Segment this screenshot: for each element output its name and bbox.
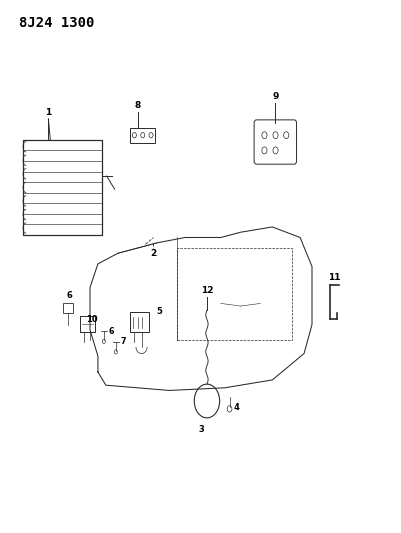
Bar (129, 312, 148, 333)
Text: 3: 3 (198, 425, 203, 434)
Text: 10: 10 (86, 315, 97, 324)
Text: 7: 7 (120, 337, 126, 346)
Text: 8J24 1300: 8J24 1300 (18, 16, 94, 30)
Text: 6: 6 (108, 327, 113, 336)
Text: 12: 12 (200, 286, 213, 295)
Text: 1: 1 (45, 108, 51, 117)
Text: 5: 5 (156, 307, 162, 316)
Text: 9: 9 (271, 92, 278, 101)
Text: 2: 2 (150, 249, 156, 258)
Bar (22, 140, 101, 235)
Text: 4: 4 (233, 403, 239, 412)
Bar (80, 316, 95, 333)
Text: 6: 6 (66, 291, 72, 300)
Text: 11: 11 (327, 272, 339, 281)
Bar (63, 303, 73, 313)
Text: 8: 8 (134, 101, 140, 110)
